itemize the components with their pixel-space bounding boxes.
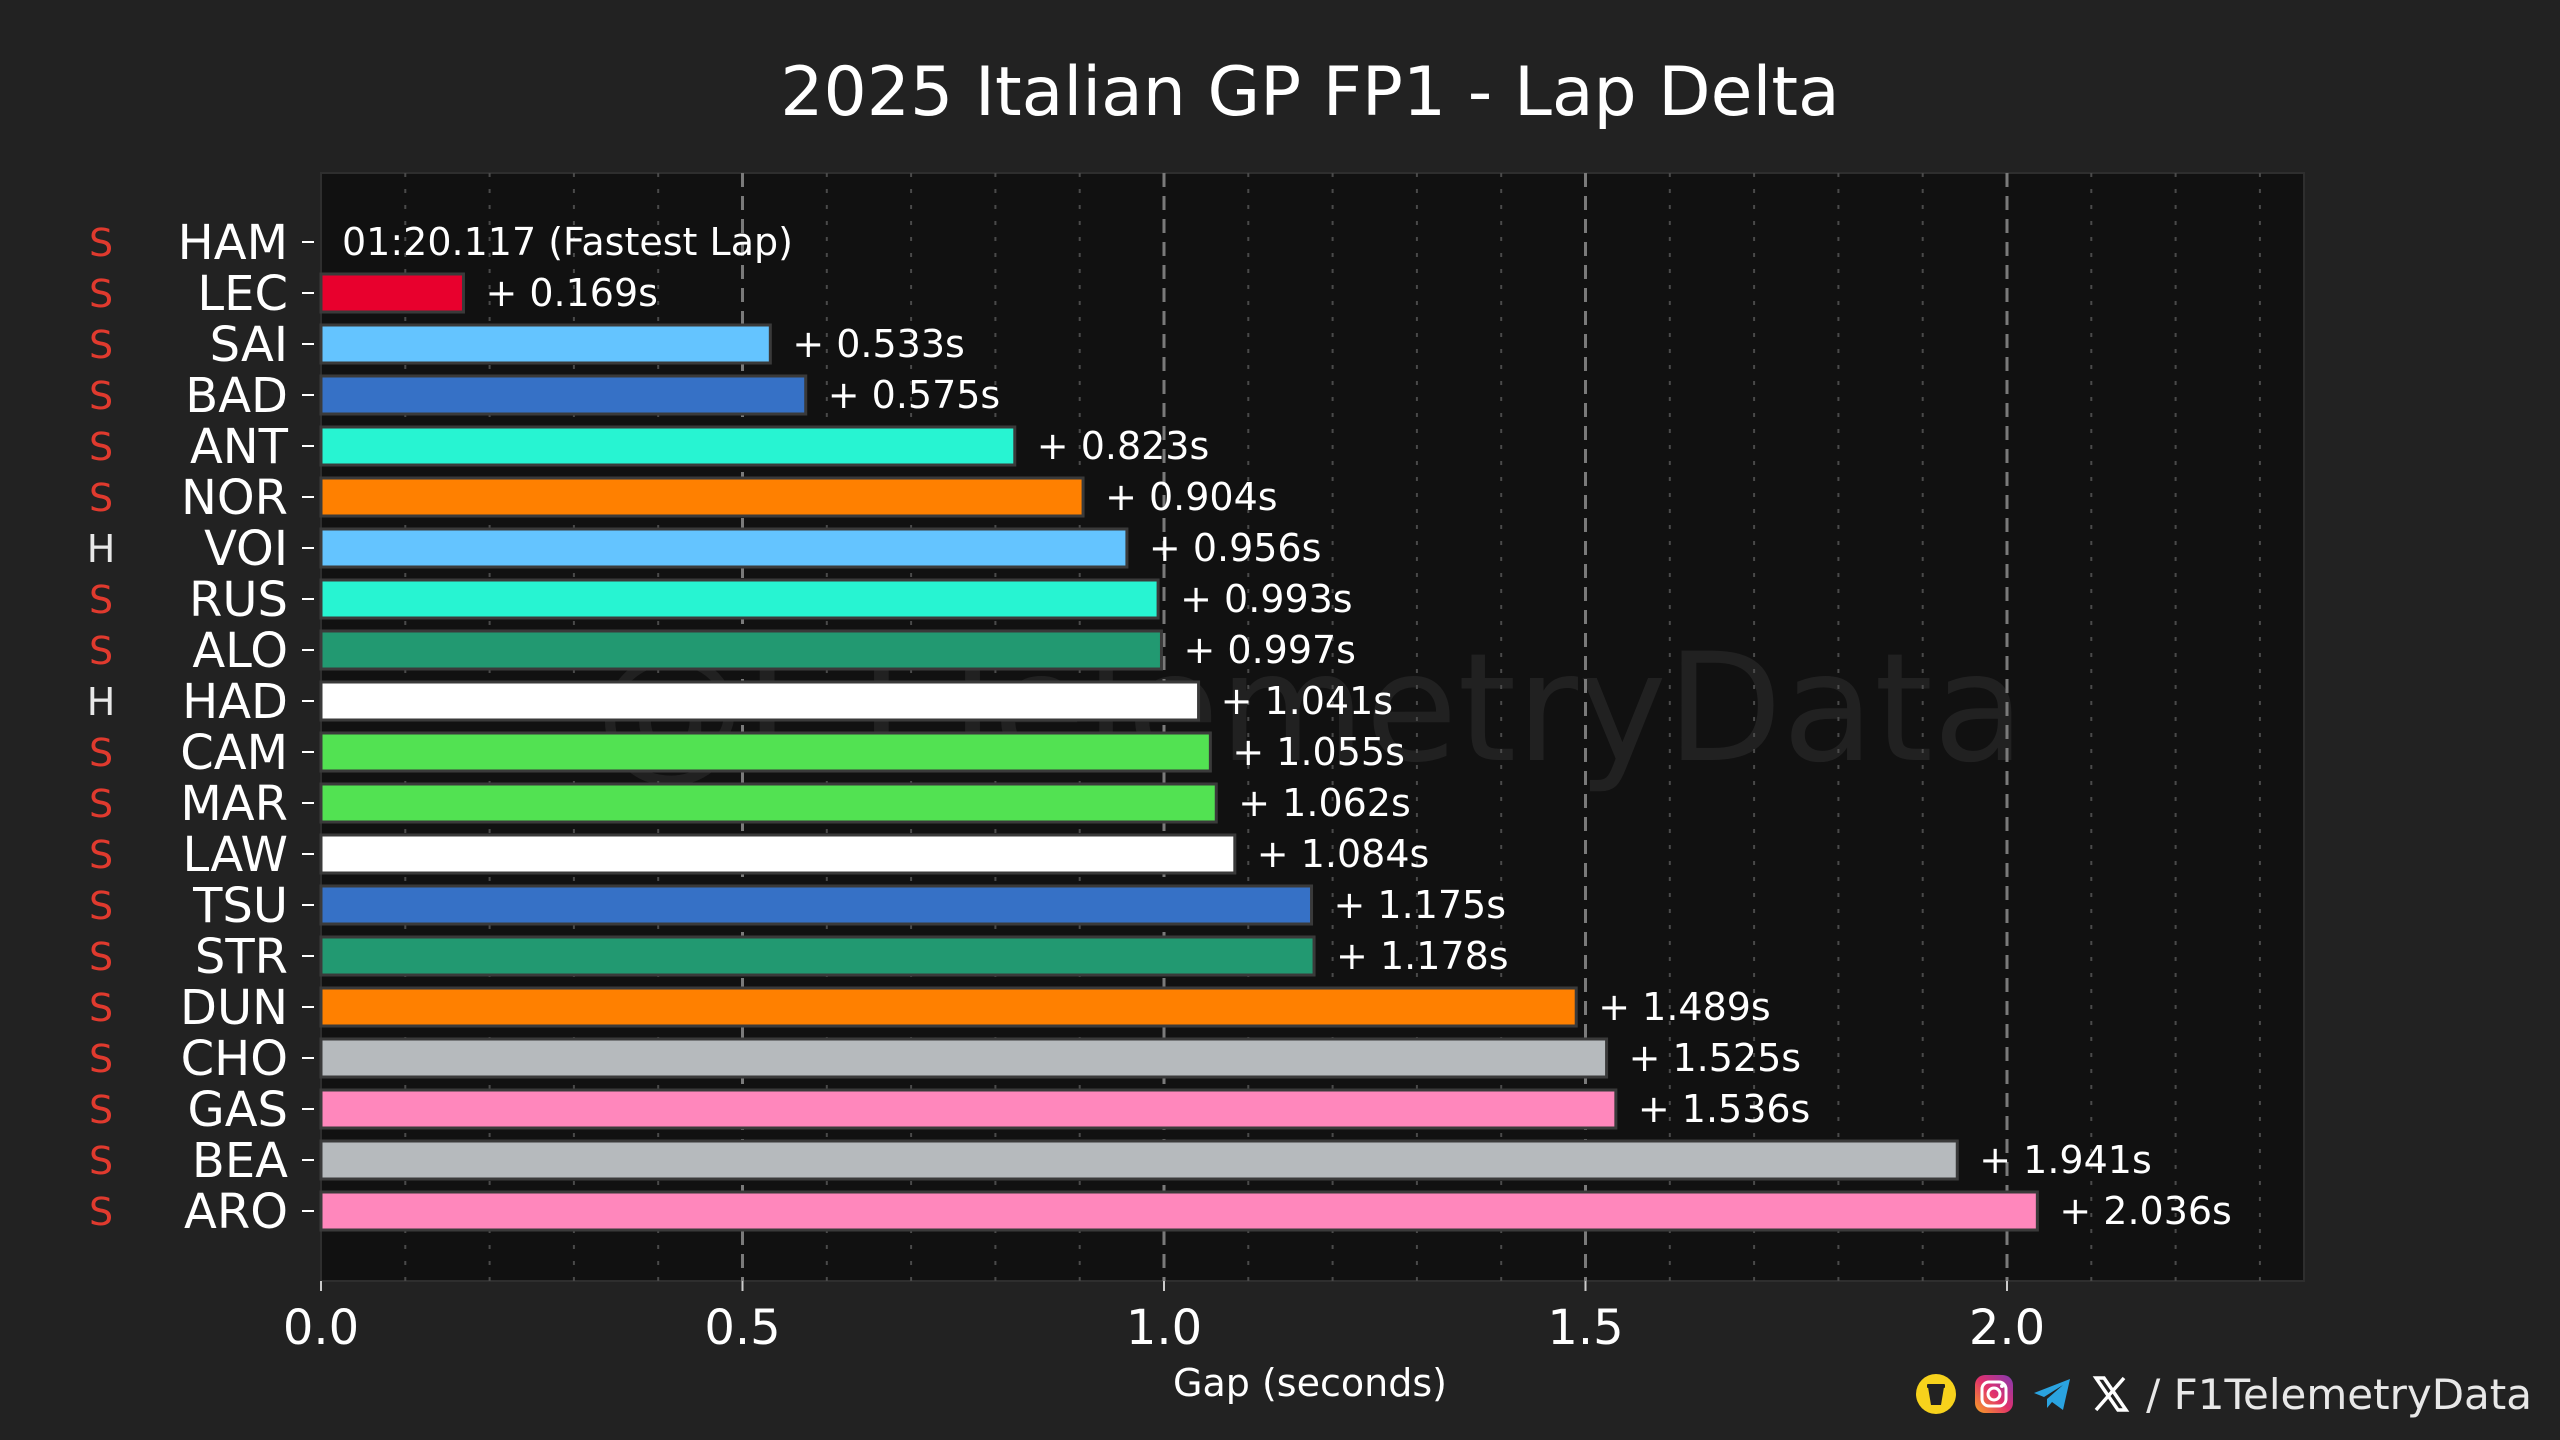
driver-label: ANT — [190, 419, 289, 475]
tyre-compound-label: S — [89, 935, 113, 979]
bar-value-label: + 1.041s — [1221, 679, 1394, 723]
tyre-compound-label: S — [89, 1190, 113, 1234]
tyre-compound-label: S — [89, 374, 113, 418]
x-axis-label: Gap (seconds) — [1173, 1361, 1447, 1405]
x-tick-label: 2.0 — [1969, 1300, 2045, 1356]
bar — [319, 578, 1160, 620]
bar — [319, 935, 1316, 977]
driver-label: TSU — [192, 878, 288, 934]
bar-value-label: + 1.178s — [1336, 934, 1509, 978]
bar-value-label: + 0.823s — [1037, 424, 1210, 468]
bar-value-label: + 0.533s — [792, 322, 965, 366]
bar-value-label: + 1.489s — [1598, 985, 1771, 1029]
bar-value-label: + 1.941s — [1979, 1138, 2152, 1182]
tyre-compound-label: S — [89, 1139, 113, 1183]
instagram-icon[interactable] — [1972, 1372, 2016, 1416]
tyre-compound-label: S — [89, 425, 113, 469]
tyre-compound-label: S — [89, 272, 113, 316]
tyre-compound-label: S — [89, 731, 113, 775]
x-tick-label: 0.0 — [283, 1300, 359, 1356]
driver-label: NOR — [181, 470, 288, 526]
driver-label: RUS — [189, 572, 288, 628]
driver-label: BEA — [192, 1133, 288, 1189]
cup-icon[interactable] — [1914, 1372, 1958, 1416]
driver-label: STR — [195, 929, 288, 985]
bar — [319, 1139, 1959, 1181]
fastest-lap-label: 01:20.117 (Fastest Lap) — [342, 220, 793, 264]
x-tick-label: 0.5 — [704, 1300, 780, 1356]
bar — [319, 1037, 1609, 1079]
bar-value-label: + 1.084s — [1257, 832, 1430, 876]
bar — [319, 782, 1218, 824]
tyre-compound-label: S — [89, 476, 113, 520]
tyre-compound-label: S — [89, 1088, 113, 1132]
tyre-compound-label: S — [89, 782, 113, 826]
bar-value-label: + 0.169s — [485, 271, 658, 315]
chart-title: 2025 Italian GP FP1 - Lap Delta — [780, 53, 1839, 132]
bar-value-label: + 0.993s — [1180, 577, 1353, 621]
bar — [319, 1088, 1618, 1130]
driver-label: LEC — [197, 266, 288, 322]
bar — [319, 833, 1237, 875]
bar-value-label: + 0.956s — [1149, 526, 1322, 570]
driver-label: GAS — [188, 1082, 289, 1138]
bar-value-label: + 2.036s — [2059, 1189, 2232, 1233]
x-icon[interactable] — [2088, 1372, 2132, 1416]
bar — [319, 527, 1129, 569]
tyre-compound-label: S — [89, 629, 113, 673]
bar-value-label: + 1.536s — [1638, 1087, 1811, 1131]
tyre-compound-label: H — [87, 527, 116, 571]
bar — [319, 476, 1085, 518]
driver-label: CAM — [180, 725, 288, 781]
tyre-compound-label: S — [89, 1037, 113, 1081]
bar-value-label: + 0.575s — [828, 373, 1001, 417]
tyre-compound-label: S — [89, 221, 113, 265]
x-tick-label: 1.5 — [1547, 1300, 1623, 1356]
x-tick-label: 1.0 — [1126, 1300, 1202, 1356]
y-axis-labels: S HAM S LEC S SAI S BAD S ANT S NOR H VOI S RUS S ALO H HAD… — [87, 215, 314, 1240]
bar-value-label: + 1.062s — [1238, 781, 1411, 825]
driver-label: LAW — [182, 827, 288, 883]
bar — [319, 884, 1314, 926]
driver-label: HAD — [182, 674, 288, 730]
tyre-compound-label: H — [87, 680, 116, 724]
bar-value-label: + 1.525s — [1629, 1036, 1802, 1080]
footer-handle[interactable]: / F1TelemetryData — [2146, 1369, 2532, 1419]
bar — [319, 323, 772, 365]
driver-label: BAD — [185, 368, 288, 424]
footer: / F1TelemetryData — [1914, 1366, 2532, 1422]
tyre-compound-label: S — [89, 578, 113, 622]
driver-label: ALO — [192, 623, 288, 679]
x-axis-ticks: 0.0 0.5 1.0 1.5 2.0 — [283, 1281, 2045, 1356]
bar — [319, 374, 808, 416]
driver-label: ARO — [184, 1184, 288, 1240]
driver-label: DUN — [180, 980, 288, 1036]
driver-label: CHO — [181, 1031, 288, 1087]
bar-value-label: + 1.175s — [1334, 883, 1507, 927]
driver-label: SAI — [210, 317, 288, 373]
bar — [319, 986, 1578, 1028]
telegram-icon[interactable] — [2030, 1372, 2074, 1416]
tyre-compound-label: S — [89, 323, 113, 367]
bar-value-label: + 0.904s — [1105, 475, 1278, 519]
bar — [319, 680, 1201, 722]
tyre-compound-label: S — [89, 833, 113, 877]
bar — [319, 629, 1163, 671]
bar — [319, 272, 465, 314]
driver-label: MAR — [180, 776, 288, 832]
driver-label: HAM — [178, 215, 288, 271]
bars: 01:20.117 (Fastest Lap) + 0.169s + 0.533s +… — [319, 220, 2232, 1233]
tyre-compound-label: S — [89, 884, 113, 928]
driver-label: VOI — [204, 521, 288, 577]
bar — [319, 731, 1212, 773]
bar-value-label: + 0.997s — [1183, 628, 1356, 672]
tyre-compound-label: S — [89, 986, 113, 1030]
bar-value-label: + 1.055s — [1232, 730, 1405, 774]
bar — [319, 1190, 2039, 1232]
bar — [319, 425, 1017, 467]
